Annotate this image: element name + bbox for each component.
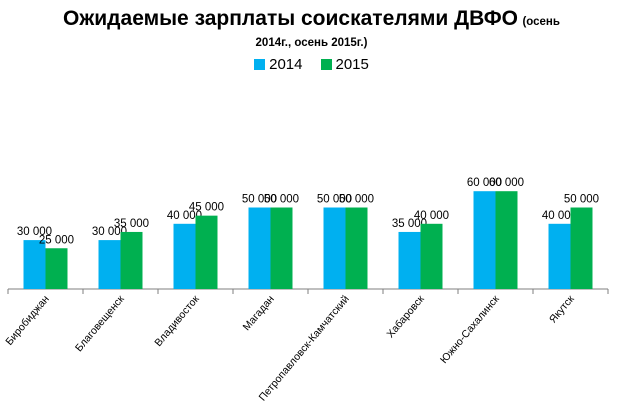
data-label-2015-2: 45 000 — [189, 202, 224, 214]
chart-legend: 2014 2015 — [0, 56, 623, 73]
bar-2015-2 — [195, 215, 218, 289]
data-label-2015-3: 50 000 — [264, 194, 299, 206]
bar-2015-4 — [345, 207, 368, 289]
legend-item-2015: 2015 — [320, 56, 369, 73]
category-label-0: Биробиджан — [3, 293, 52, 348]
data-label-2014-4: 50 000 — [317, 194, 352, 206]
bar-2014-0 — [23, 240, 46, 289]
category-label-4: Петропавловск-Камчатский — [257, 293, 352, 403]
chart-subtitle-part1: (осень — [522, 16, 560, 28]
bar-2014-2 — [173, 223, 196, 289]
data-label-2014-7: 40 000 — [542, 210, 577, 222]
data-label-2014-1: 30 000 — [92, 226, 127, 238]
category-label-1: Благовещенск — [73, 293, 127, 354]
legend-item-2014: 2014 — [254, 56, 303, 73]
bar-2014-3 — [248, 207, 271, 289]
data-label-2015-5: 40 000 — [414, 210, 449, 222]
data-label-2014-5: 35 000 — [392, 218, 427, 230]
data-label-2014-6: 60 000 — [467, 177, 502, 189]
legend-swatch-2015 — [320, 59, 332, 70]
data-label-2015-0: 25 000 — [39, 234, 74, 246]
bar-2015-5 — [420, 223, 443, 289]
bar-2015-3 — [270, 207, 293, 289]
category-label-7: Якутск — [547, 293, 577, 326]
data-label-2014-2: 40 000 — [167, 210, 202, 222]
category-label-3: Магадан — [241, 293, 277, 333]
legend-swatch-2014 — [254, 59, 266, 70]
data-label-2015-6: 60 000 — [489, 177, 524, 189]
bar-2015-7 — [570, 207, 593, 289]
data-label-2014-0: 30 000 — [17, 226, 52, 238]
bar-2014-7 — [548, 223, 571, 289]
chart-subtitle-part2: 2014г., осень 2015г.) — [255, 37, 368, 50]
bar-2014-4 — [323, 207, 346, 289]
chart-title: Ожидаемые зарплаты соискателями ДВФО — [63, 7, 518, 30]
bar-2014-1 — [98, 240, 121, 289]
bar-2014-5 — [398, 231, 421, 289]
category-label-5: Хабаровск — [385, 293, 428, 340]
bar-2015-6 — [495, 191, 518, 289]
legend-label-2014: 2014 — [269, 56, 303, 73]
data-label-2015-7: 50 000 — [564, 194, 599, 206]
chart-title-block: Ожидаемые зарплаты соискателями ДВФО (ос… — [0, 6, 623, 52]
data-label-2014-3: 50 000 — [242, 194, 277, 206]
bar-2015-1 — [120, 231, 143, 289]
category-label-6: Южно-Сахалинск — [438, 293, 502, 366]
bar-2014-6 — [473, 191, 496, 289]
bar-2015-0 — [45, 248, 68, 289]
category-label-2: Владивосток — [152, 293, 202, 349]
data-label-2015-4: 50 000 — [339, 194, 374, 206]
data-label-2015-1: 35 000 — [114, 218, 149, 230]
legend-label-2015: 2015 — [335, 56, 369, 73]
